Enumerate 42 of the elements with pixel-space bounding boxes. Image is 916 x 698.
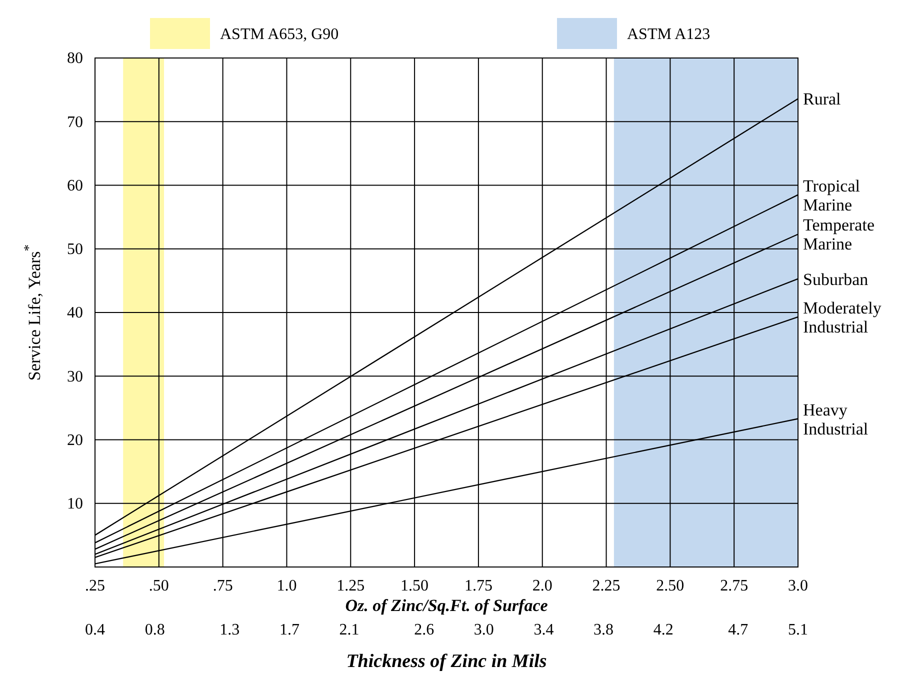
x-tick-label: 1.50	[400, 577, 429, 594]
x2-tick-label: 2.6	[414, 621, 434, 638]
x-tick-label: 2.0	[532, 577, 552, 594]
x2-tick-label: 0.4	[85, 621, 105, 638]
x2-tick-label: 4.7	[728, 621, 748, 638]
x2-tick-label: 3.8	[594, 621, 614, 638]
y-tick-label: 30	[67, 368, 83, 386]
x2-tick-label: 4.2	[653, 621, 674, 638]
x-tick-label: 3.0	[788, 577, 808, 594]
x-tick-label: 1.25	[336, 577, 365, 594]
x2-tick-label: 2.1	[339, 621, 360, 638]
legend-label: ASTM A653, G90	[220, 26, 339, 43]
y-tick-label: 40	[67, 304, 83, 322]
y-tick-label: 50	[67, 240, 83, 258]
series-label: Temperate Marine	[803, 216, 874, 254]
x-tick-label: 1.75	[464, 577, 492, 594]
x2-axis-title: Thickness of Zinc in Mils	[346, 651, 547, 672]
series-label: Suburban	[803, 270, 869, 289]
series-label: Rural	[803, 90, 842, 109]
series-label: Heavy Industrial	[803, 400, 868, 438]
x-tick-label: 1.0	[276, 577, 297, 594]
series-label: Moderately Industrial	[803, 298, 882, 336]
x-tick-label: 2.25	[592, 577, 620, 594]
x2-tick-label: 3.4	[534, 621, 554, 638]
x2-tick-label: 3.0	[474, 621, 494, 638]
x-tick-label: .25	[85, 577, 105, 594]
x-tick-label: 2.50	[656, 577, 684, 594]
x2-tick-label: 0.8	[144, 621, 165, 638]
x-tick-label: .75	[212, 577, 233, 594]
x-tick-label: 2.75	[720, 577, 748, 594]
x2-tick-label: 1.3	[220, 621, 240, 638]
x2-tick-label: 5.1	[788, 621, 808, 638]
y-tick-label: 60	[67, 177, 83, 194]
y-tick-label: 70	[67, 114, 83, 131]
y-tick-label: 80	[67, 50, 83, 68]
y-tick-label: 10	[67, 495, 83, 512]
series-label: Tropical Marine	[803, 176, 860, 214]
legend-label: ASTM A123	[627, 26, 710, 43]
x2-tick-label: 1.7	[279, 621, 300, 638]
y-tick-label: 20	[67, 432, 83, 449]
x-axis-title: Oz. of Zinc/Sq.Ft. of Surface	[345, 596, 548, 615]
x-tick-label: .50	[148, 577, 169, 594]
